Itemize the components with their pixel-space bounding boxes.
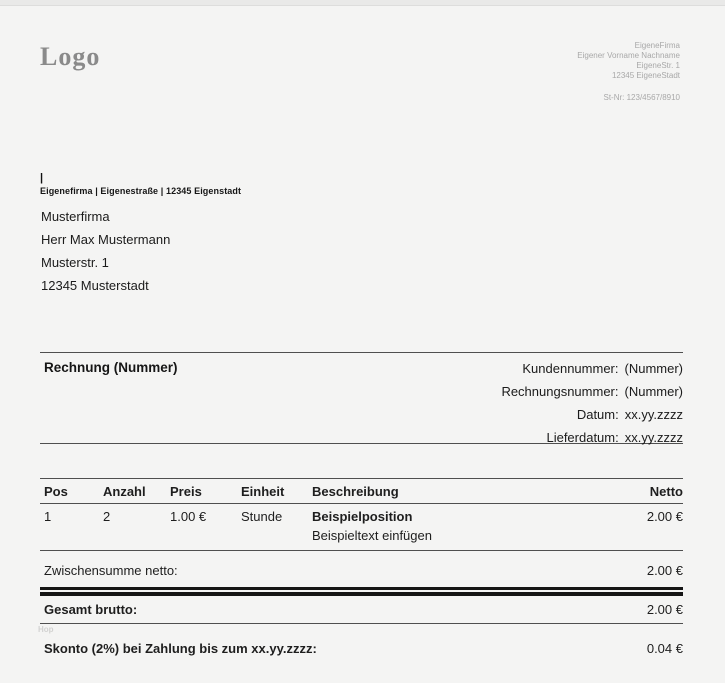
meta-row-customer-number: Kundennummer: (Nummer) bbox=[501, 357, 683, 380]
meta-label: Kundennummer: bbox=[522, 361, 619, 376]
meta-value: xx.yy.zzzz bbox=[624, 407, 683, 422]
meta-row-invoice-number: Rechnungsnummer: (Nummer) bbox=[501, 380, 683, 403]
column-header-pos: Pos bbox=[44, 484, 68, 499]
sender-info-block: EigeneFirma Eigener Vorname Nachname Eig… bbox=[577, 41, 680, 103]
column-header-preis: Preis bbox=[170, 484, 202, 499]
item-subtext: Beispieltext einfügen bbox=[312, 528, 432, 543]
meta-value: (Nummer) bbox=[624, 384, 684, 399]
sender-company: EigeneFirma bbox=[634, 41, 680, 50]
meta-label: Lieferdatum: bbox=[546, 430, 619, 445]
column-header-einheit: Einheit bbox=[241, 484, 285, 499]
column-header-beschreibung: Beschreibung bbox=[312, 484, 399, 499]
recipient-address-block: Musterfirma Herr Max Mustermann Musterst… bbox=[41, 205, 170, 297]
page-top-edge bbox=[0, 0, 725, 6]
column-header-anzahl: Anzahl bbox=[103, 484, 146, 499]
table-row: 1 2 1.00 € Stunde Beispielposition Beisp… bbox=[40, 504, 683, 551]
return-address-line: Eigenefirma | Eigenestraße | 12345 Eigen… bbox=[40, 186, 242, 196]
invoice-title: Rechnung (Nummer) bbox=[44, 360, 178, 375]
skonto-row: Skonto (2%) bei Zahlung bis zum xx.yy.zz… bbox=[40, 641, 683, 656]
invoice-meta-section: Rechnung (Nummer) Kundennummer: (Nummer) … bbox=[40, 352, 683, 445]
line-items-table: Pos Anzahl Preis Einheit Beschreibung Ne… bbox=[40, 478, 683, 551]
cell-anzahl: 2 bbox=[103, 509, 111, 524]
meta-value: xx.yy.zzzz bbox=[624, 430, 683, 445]
grand-total-value: 2.00 € bbox=[646, 602, 683, 617]
meta-label: Datum: bbox=[576, 407, 619, 422]
cell-beschreibung: Beispielposition Beispieltext einfügen bbox=[312, 509, 593, 543]
column-header-netto: Netto bbox=[649, 484, 683, 499]
meta-row-delivery-date: Lieferdatum: xx.yy.zzzz bbox=[501, 426, 683, 449]
invoice-meta-rows: Kundennummer: (Nummer) Rechnungsnummer: (N… bbox=[501, 357, 683, 449]
skonto-value: 0.04 € bbox=[646, 641, 683, 656]
cell-netto: 2.00 € bbox=[646, 509, 683, 524]
totals-bottom-rule bbox=[40, 623, 683, 624]
faint-artifact-text: Hop bbox=[38, 625, 54, 634]
cell-pos: 1 bbox=[44, 509, 52, 524]
recipient-street: Musterstr. 1 bbox=[41, 255, 109, 270]
sender-name: Eigener Vorname Nachname bbox=[577, 51, 680, 60]
subtotal-row: Zwischensumme netto: 2.00 € bbox=[40, 563, 683, 578]
double-rule-divider bbox=[40, 587, 683, 596]
recipient-city: 12345 Musterstadt bbox=[41, 278, 149, 293]
meta-value: (Nummer) bbox=[624, 361, 684, 376]
cell-preis: 1.00 € bbox=[170, 509, 207, 524]
item-title: Beispielposition bbox=[312, 509, 413, 524]
meta-label: Rechnungsnummer: bbox=[501, 384, 619, 399]
totals-section: Zwischensumme netto: 2.00 € Gesamt brutt… bbox=[40, 541, 683, 624]
subtotal-label: Zwischensumme netto: bbox=[44, 563, 178, 578]
cell-einheit: Stunde bbox=[241, 509, 283, 524]
grand-total-row: Gesamt brutto: 2.00 € bbox=[40, 602, 683, 617]
recipient-company: Musterfirma bbox=[41, 209, 110, 224]
skonto-label: Skonto (2%) bei Zahlung bis zum xx.yy.zz… bbox=[44, 641, 317, 656]
meta-row-date: Datum: xx.yy.zzzz bbox=[501, 403, 683, 426]
subtotal-value: 2.00 € bbox=[646, 563, 683, 578]
sender-city: 12345 EigeneStadt bbox=[611, 71, 680, 80]
table-header-row: Pos Anzahl Preis Einheit Beschreibung Ne… bbox=[40, 479, 683, 504]
grand-total-label: Gesamt brutto: bbox=[44, 602, 138, 617]
text-cursor-mark: | bbox=[40, 172, 44, 184]
company-logo: Logo bbox=[40, 42, 101, 71]
sender-street: EigeneStr. 1 bbox=[636, 61, 680, 70]
recipient-name: Herr Max Mustermann bbox=[41, 232, 171, 247]
sender-tax-id: St-Nr: 123/4567/8910 bbox=[603, 93, 681, 102]
